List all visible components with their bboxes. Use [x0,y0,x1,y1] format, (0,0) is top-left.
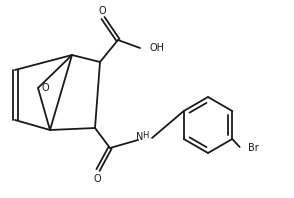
Text: N: N [136,132,144,142]
Text: O: O [98,6,106,16]
Text: H: H [142,130,148,140]
Text: O: O [93,174,101,184]
Text: OH: OH [149,43,164,53]
Text: Br: Br [248,143,258,153]
Text: O: O [41,83,49,93]
